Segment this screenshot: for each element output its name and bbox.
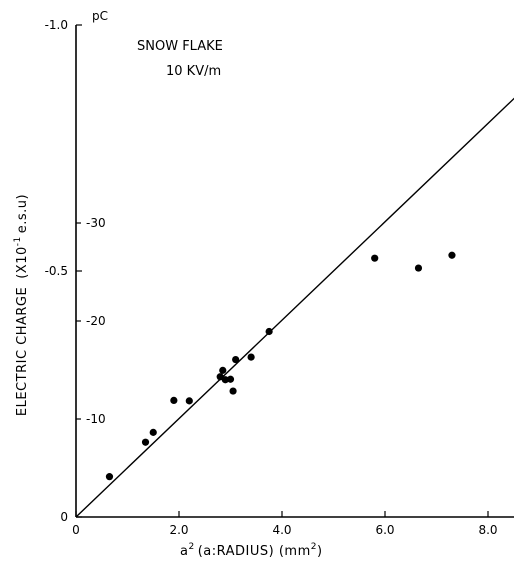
data-point bbox=[265, 327, 273, 336]
data-point bbox=[229, 387, 237, 395]
y-axis-label-unit-sup: -1 bbox=[13, 236, 23, 246]
y2-tick-label: -20 bbox=[86, 314, 106, 328]
x-axis-label-close: ) bbox=[317, 544, 323, 559]
data-point bbox=[448, 251, 456, 259]
y2-tick-label: -10 bbox=[86, 412, 106, 426]
y-axis-label-main: ELECTRIC CHARGE bbox=[15, 287, 30, 416]
data-point bbox=[414, 264, 423, 272]
y2-tick-label: -30 bbox=[86, 216, 106, 230]
y-axis-label-unit-tail: e.s.u) bbox=[15, 194, 30, 233]
x-axis-label-sup2: 2 bbox=[311, 542, 317, 552]
x-axis-label-main: (a:RADIUS) (mm bbox=[198, 544, 311, 559]
data-point bbox=[226, 375, 235, 383]
data-point bbox=[185, 397, 193, 405]
data-point bbox=[105, 473, 114, 481]
data-point bbox=[141, 438, 150, 446]
x-tick-label: 0 bbox=[72, 523, 80, 537]
data-point bbox=[371, 254, 379, 262]
y-tick-label: 0 bbox=[60, 510, 68, 524]
data-point bbox=[170, 396, 178, 404]
fit-line bbox=[75, 97, 514, 518]
x-axis-label-base: a bbox=[180, 544, 188, 559]
data-point bbox=[247, 353, 255, 361]
data-point bbox=[232, 355, 240, 364]
y-axis-label-unit: (X10 bbox=[15, 246, 30, 279]
x-tick-label: 6.0 bbox=[375, 523, 394, 537]
x-axis-label-sup: 2 bbox=[188, 542, 194, 552]
data-point bbox=[149, 428, 157, 436]
data-point bbox=[219, 366, 227, 374]
y-tick-label: -0.5 bbox=[45, 264, 68, 278]
y-axis-label: ELECTRIC CHARGE (X10-1 e.s.u) bbox=[13, 194, 30, 416]
annotation-title: SNOW FLAKE bbox=[137, 39, 223, 54]
x-tick-label: 8.0 bbox=[478, 523, 497, 537]
x-tick-label: 2.0 bbox=[169, 523, 188, 537]
x-tick-label: 4.0 bbox=[272, 523, 291, 537]
y-tick-label: -1.0 bbox=[45, 18, 68, 32]
secondary-axis-unit: pC bbox=[92, 9, 108, 23]
x-axis-label: a2 (a:RADIUS) (mm2) bbox=[180, 542, 323, 559]
annotation-field: 10 KV/m bbox=[166, 64, 221, 79]
